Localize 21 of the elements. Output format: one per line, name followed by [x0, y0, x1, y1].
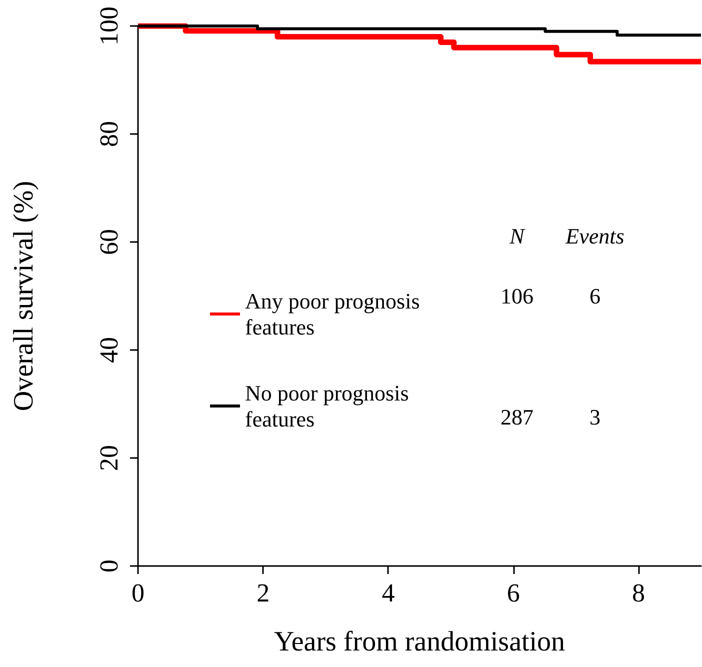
x-tick-label: 0: [132, 578, 144, 608]
y-axis-title: Overall survival (%): [8, 180, 40, 412]
y-tick-label: 20: [94, 445, 124, 471]
y-tick-label: 40: [94, 337, 124, 363]
x-tick-label: 2: [256, 578, 270, 608]
y-tick-label: 100: [94, 6, 124, 46]
legend-label: Any poor prognosis features: [245, 288, 426, 340]
y-tick-label: 0: [94, 560, 124, 572]
y-tick-label: 80: [94, 121, 124, 147]
annotation: Events: [564, 224, 624, 248]
x-tick-label: 8: [632, 578, 645, 608]
x-axis-title: Years from randomisation: [274, 626, 566, 658]
legend-label: No poor prognosis features: [245, 380, 414, 432]
annotation: 3: [590, 404, 600, 430]
annotation: 106: [500, 284, 534, 308]
annotation: N: [508, 224, 526, 248]
x-tick-label: 6: [506, 578, 520, 608]
annotation: 287: [500, 404, 534, 430]
annotation: 6: [590, 284, 600, 308]
x-tick-label: 4: [382, 578, 395, 608]
y-tick-label: 60: [94, 229, 124, 255]
